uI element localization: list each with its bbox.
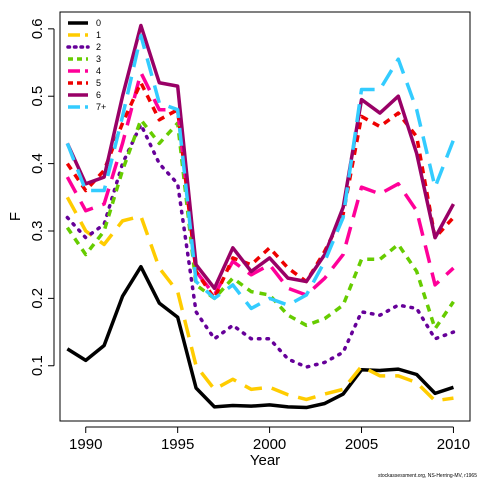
legend-label-5: 4 [96,66,101,76]
series-line-7 [65,23,455,291]
x-tick-label: 1995 [161,436,194,453]
legend-label-1: 0 [96,18,101,28]
series-line-3 [65,122,456,369]
x-axis: 1990 1995 2000 2005 2010 [69,426,470,453]
series-line-8 [65,33,456,311]
y-tick-label: 0.2 [29,288,46,309]
legend-label-7: 6 [96,90,101,100]
y-tick-label: 0.1 [29,355,46,376]
y-tick-label: 0.6 [29,18,46,39]
y-tick-label: 0.5 [29,86,46,107]
credit-text: stockassessment.org, NS-Herring-MV, r196… [378,473,477,479]
x-tick-label: 2000 [253,436,286,453]
series-line-1 [66,264,455,410]
y-tick-label: 0.3 [29,221,46,242]
y-axis: 0.1 0.2 0.3 0.4 0.5 0.6 [29,18,55,376]
series-layer [65,23,456,410]
legend: 0 1 2 3 4 5 6 7+ [66,18,106,112]
legend-label-4: 3 [96,54,101,64]
plot-frame [59,11,471,422]
series-line-5 [65,70,455,297]
series-line-6 [65,80,455,301]
x-tick-label: 2010 [437,436,470,453]
y-tick-label: 0.4 [29,153,46,174]
legend-label-3: 2 [96,42,101,52]
series-line-2 [65,196,454,403]
x-axis-title: Year [250,452,280,469]
x-tick-label: 1990 [69,436,102,453]
legend-label-6: 5 [96,78,101,88]
legend-label-2: 1 [96,30,101,40]
legend-label-8: 7+ [96,102,106,112]
x-tick-label: 2005 [345,436,378,453]
y-axis-title: F [7,212,24,221]
series-line-4 [65,118,455,331]
